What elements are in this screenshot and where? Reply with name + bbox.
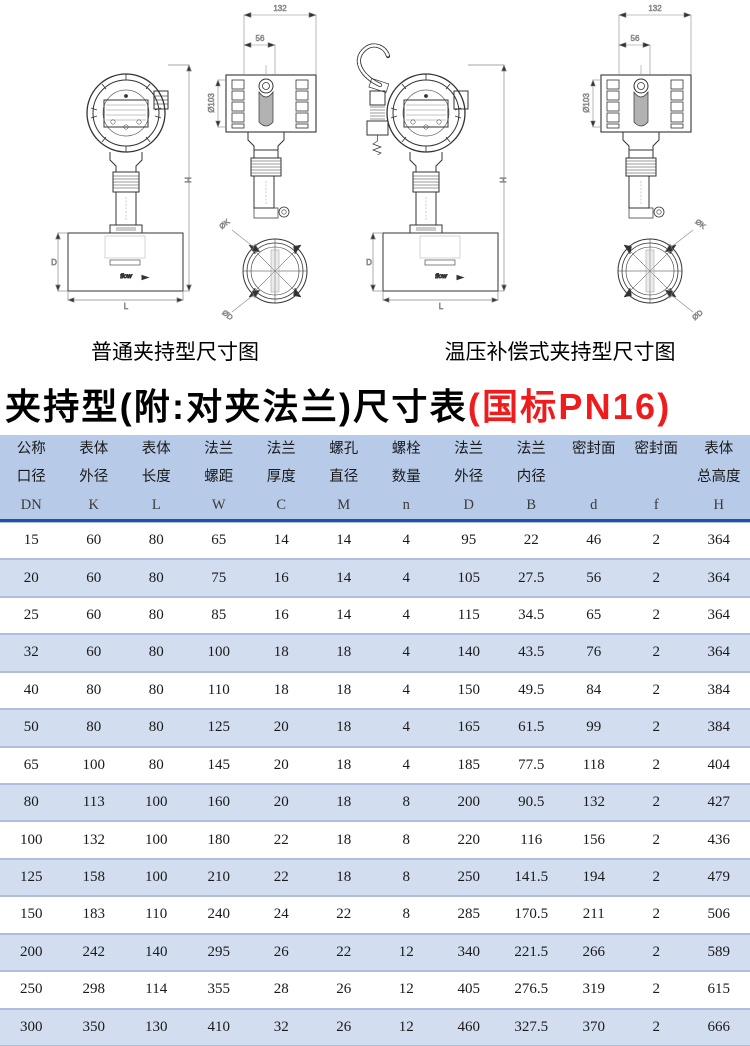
svg-text:L: L [124, 302, 129, 311]
svg-text:flow: flow [435, 273, 448, 280]
svg-text:D: D [366, 258, 372, 267]
svg-text:ØD: ØD [690, 308, 705, 322]
svg-text:H: H [183, 177, 192, 183]
svg-text:H: H [498, 177, 507, 183]
svg-text:flow: flow [120, 273, 133, 280]
svg-text:L: L [439, 302, 444, 311]
svg-text:ØD: ØD [220, 308, 235, 322]
svg-text:ØK: ØK [217, 217, 231, 231]
svg-text:D: D [51, 258, 57, 267]
svg-text:ØK: ØK [693, 217, 707, 231]
